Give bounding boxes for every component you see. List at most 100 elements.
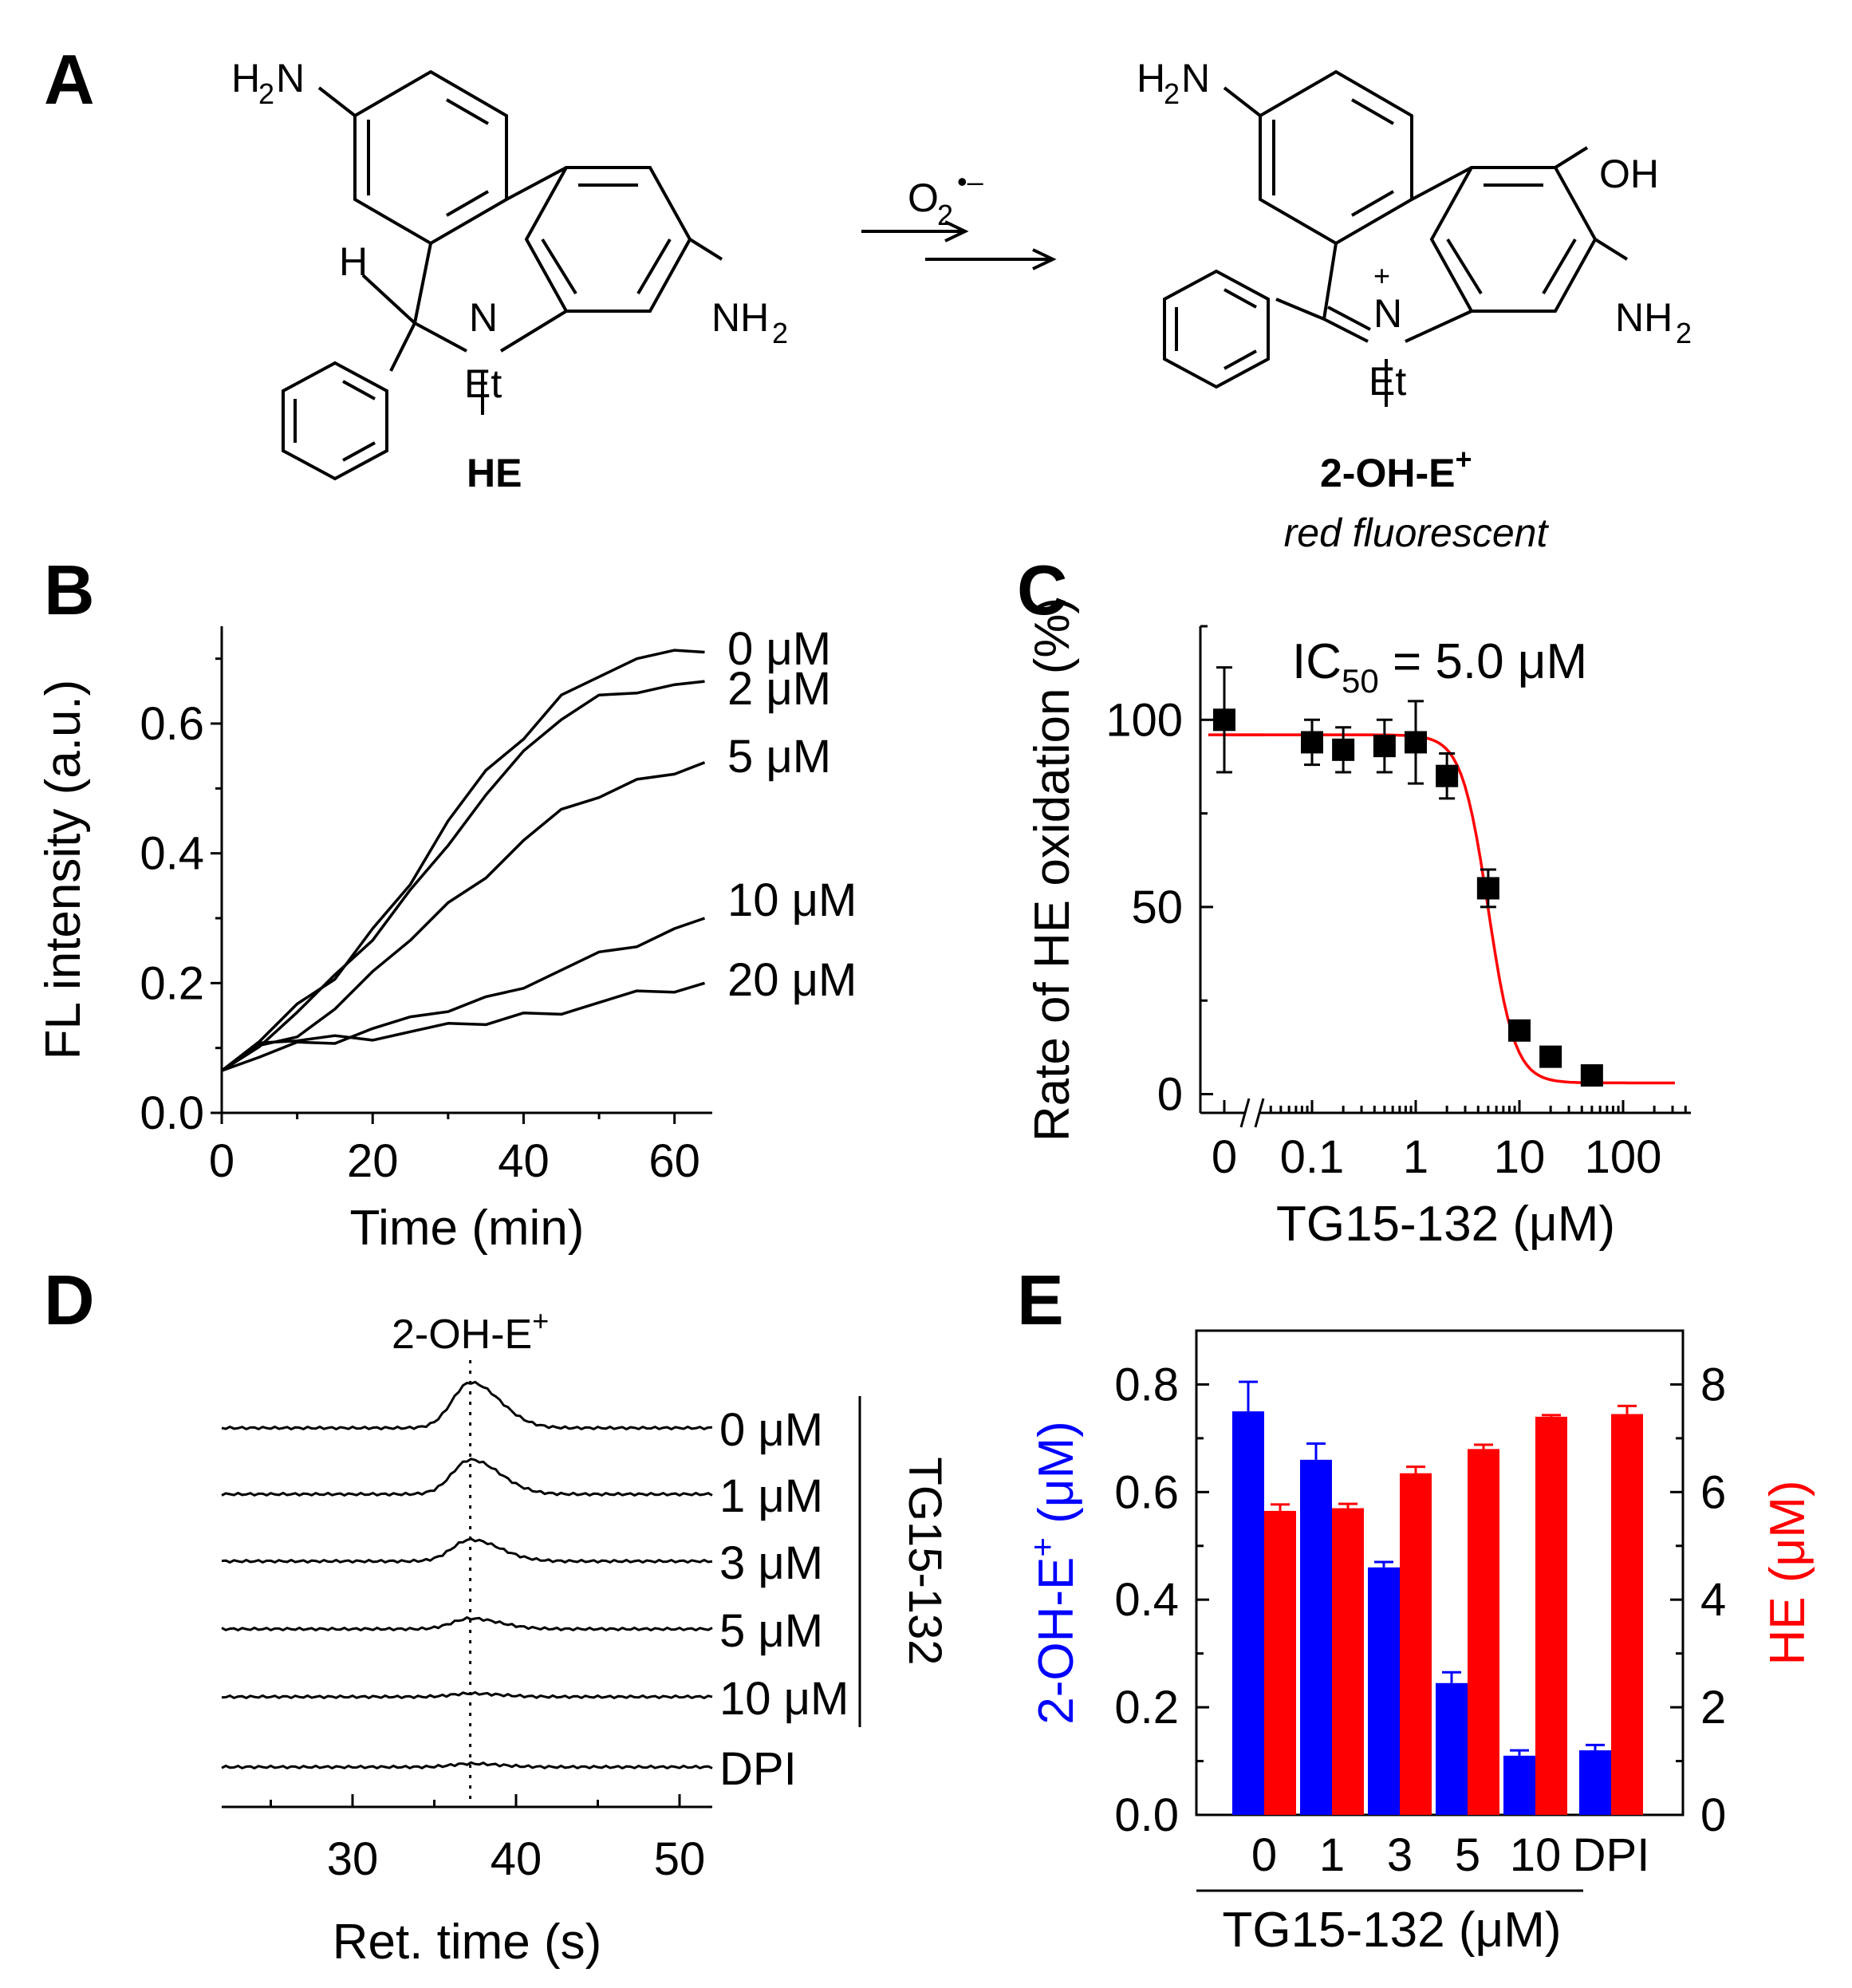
e-left-title-text: 2-OH-E (1029, 1557, 1084, 1725)
b-series-line-3 (221, 917, 706, 1072)
chart-b: 0 20 40 60 0.0 0.2 0.4 0.6 Time (min) FL intensit… (36, 623, 857, 1256)
panel-label-a: A (44, 40, 95, 119)
oh-n-atom: N (1373, 291, 1402, 336)
e-category-label: 3 (1387, 1829, 1413, 1881)
b-series-label: 2 μM (727, 663, 831, 715)
e-category-label: 0 (1251, 1829, 1277, 1881)
e-left-tick-label: 0.2 (1114, 1682, 1179, 1734)
d-trace-1 (221, 1457, 713, 1497)
e-bar-2-oh-e (1579, 1750, 1611, 1815)
e-left-tick-label: 0.0 (1114, 1789, 1179, 1841)
he-amine-top-sub: 2 (258, 77, 274, 110)
c-y-axis-title: Rate of HE oxidation (%) (1025, 598, 1080, 1142)
c-x-tick-label: 1 (1403, 1131, 1428, 1183)
he-et: Et (464, 361, 502, 406)
b-series-line-2 (221, 761, 706, 1072)
c-y-tick-label: 100 (1105, 694, 1183, 746)
e-left-title-rest: (μM) (1029, 1421, 1084, 1537)
d-peak-label: 2-OH-E+ (392, 1304, 549, 1358)
b-x-tick-label: 20 (347, 1135, 399, 1187)
c-data-point (1213, 708, 1235, 732)
c-data-point (1405, 731, 1427, 754)
d-peak-label-sup: + (532, 1304, 549, 1337)
d-trace-label: DPI (719, 1743, 797, 1795)
d-x-axis-title: Ret. time (s) (333, 1915, 602, 1970)
panel-label-e: E (1017, 1260, 1064, 1339)
c-axis-break-2 (1254, 1098, 1265, 1128)
d-trace-label: 3 μM (719, 1537, 823, 1589)
d-x-tick-label: 40 (491, 1833, 542, 1885)
he-structure (282, 69, 723, 481)
oh-hydroxyl: OH (1599, 152, 1659, 196)
chart-e: 0.0 0.2 0.4 0.6 0.8 0 2 4 6 8 2-OH-E+ (μM) HE (μM) 0… (1023, 1329, 1815, 1958)
d-trace-label: 0 μM (719, 1404, 823, 1456)
b-series-line-4 (220, 981, 706, 1072)
c-data-point (1373, 735, 1396, 758)
oh-amine-right: NH (1615, 295, 1673, 340)
he-amine-right: NH (711, 295, 769, 340)
e-bar-he (1468, 1449, 1499, 1815)
d-trace-label: 10 μM (719, 1673, 849, 1725)
b-y-tick-label: 0.6 (140, 698, 204, 750)
b-y-tick-label: 0.2 (140, 957, 204, 1009)
d-trace-3 (221, 1615, 713, 1632)
c-data-point (1301, 731, 1323, 754)
e-left-title-sup: + (1023, 1537, 1061, 1557)
c-ic50-annotation: IC50 = 5.0 μM (1292, 634, 1587, 700)
d-trace-label: 1 μM (719, 1470, 823, 1522)
reagent-o-sub: 2 (937, 199, 953, 231)
b-y-tick-label: 0.4 (140, 828, 204, 880)
c-data-point (1332, 738, 1355, 761)
e-bar-he (1535, 1416, 1567, 1815)
oh-amine-right-sub: 2 (1676, 317, 1692, 349)
c-x-tick-label: 10 (1494, 1131, 1546, 1183)
b-y-tick-label: 0.0 (140, 1087, 204, 1139)
oh-amine-top-n: N (1181, 56, 1210, 101)
b-series-line-1 (221, 680, 705, 1072)
c-data-point (1436, 764, 1459, 787)
d-x-tick-label: 50 (654, 1833, 706, 1885)
e-bar-he (1332, 1508, 1364, 1815)
panel-label-c: C (1017, 550, 1068, 629)
e-left-tick-label: 0.8 (1114, 1359, 1179, 1410)
he-amine-top-h: H (231, 56, 260, 101)
e-bar-2-oh-e (1300, 1459, 1332, 1815)
oh-et: Et (1369, 359, 1406, 404)
e-bar-2-oh-e (1436, 1682, 1468, 1815)
e-bar-he (1611, 1414, 1643, 1815)
b-series-line-0 (220, 649, 705, 1072)
d-trace-5 (221, 1761, 713, 1770)
d-bracket-label: TG15-132 (899, 1457, 951, 1665)
d-x-tick-label: 30 (327, 1833, 379, 1885)
reaction-arrows (861, 220, 1057, 270)
e-bar-he (1400, 1473, 1432, 1815)
chart-c: 0 0.1 1 10 100 0 50 100 TG15-132 (μM) Rate of HE … (1025, 598, 1691, 1252)
e-category-label: DPI (1573, 1829, 1650, 1881)
e-bar-he (1264, 1510, 1296, 1815)
c-x-tick-label: 100 (1585, 1131, 1662, 1183)
b-x-tick-label: 60 (648, 1135, 700, 1187)
oh-descriptor: red fluorescent (1284, 511, 1550, 555)
he-h-atom: H (339, 239, 368, 284)
c-ic50-ic: IC (1292, 634, 1342, 689)
reagent-o-sup: •– (957, 165, 983, 198)
panel-label-d: D (44, 1260, 95, 1339)
b-y-axis-title: FL intensity (a.u.) (36, 680, 91, 1060)
e-category-label: 1 (1319, 1829, 1345, 1881)
reagent-o: O (908, 176, 939, 220)
d-trace-0 (221, 1380, 713, 1431)
c-data-point (1580, 1064, 1603, 1087)
b-x-axis-title: Time (min) (350, 1201, 585, 1256)
e-bar-2-oh-e (1232, 1411, 1264, 1815)
c-y-tick-label: 50 (1131, 882, 1183, 933)
c-ic50-value: = 5.0 μM (1379, 634, 1587, 689)
c-ic50-sub: 50 (1342, 662, 1379, 700)
b-series-label: 0 μM (727, 623, 831, 675)
e-left-tick-label: 0.4 (1114, 1574, 1179, 1626)
oh-amine-top-sub: 2 (1164, 77, 1180, 110)
d-trace-2 (221, 1537, 713, 1564)
b-x-tick-label: 0 (209, 1135, 234, 1187)
oh-amine-top-h: H (1137, 56, 1165, 101)
panel-label-b: B (44, 550, 95, 629)
